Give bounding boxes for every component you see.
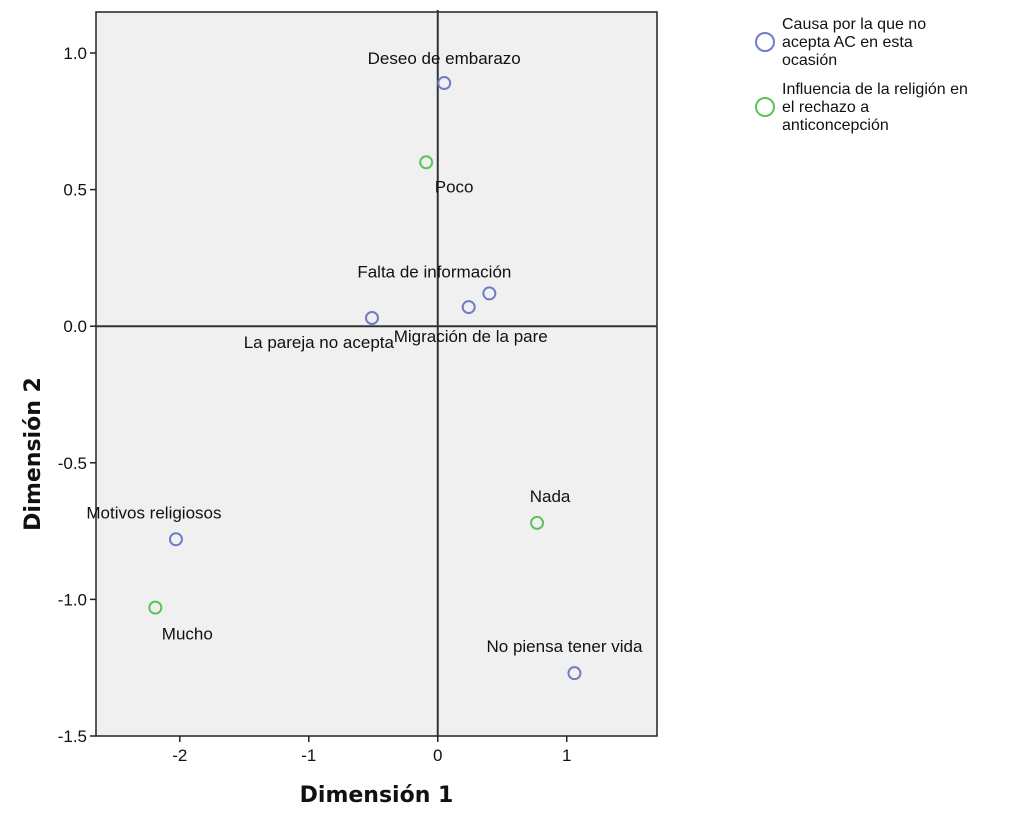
legend-label: Influencia de la religión en el rechazo a… [782, 81, 968, 134]
scatter-point [437, 76, 452, 91]
point-label: Motivos religiosos [86, 503, 221, 522]
x-tick-label: -1 [301, 746, 316, 765]
scatter-point [567, 666, 582, 681]
point-label: Poco [435, 177, 474, 196]
point-label: Deseo de embarazo [368, 49, 521, 68]
legend-marker [755, 32, 775, 52]
y-tick-label: -1.0 [58, 590, 87, 609]
scatter-point [364, 310, 379, 325]
y-tick-label: -1.5 [58, 727, 87, 746]
x-tick-label: 1 [562, 746, 571, 765]
legend: Causa por la que no acepta AC en esta ocas… [755, 16, 968, 134]
y-tick-label: -0.5 [58, 454, 87, 473]
point-label: No piensa tener vida [486, 637, 642, 656]
scatter-point [530, 515, 545, 530]
x-tick-label: -2 [172, 746, 187, 765]
point-label: Falta de información [357, 262, 511, 281]
point-label: Mucho [162, 625, 213, 644]
scatter-point [168, 532, 183, 547]
point-label: La pareja no acepta [244, 333, 395, 352]
legend-marker [755, 97, 775, 117]
scatter-point [148, 600, 163, 615]
legend-label: Causa por la que no acepta AC en esta ocas… [782, 16, 926, 69]
scatter-point [482, 286, 497, 301]
x-axis-title: Dimensión 1 [300, 783, 454, 808]
x-tick-label: 0 [433, 746, 442, 765]
y-tick-label: 0.0 [63, 317, 87, 336]
scatter-point [461, 300, 476, 315]
point-label: Nada [530, 487, 571, 506]
point-label: Migración de la pare [394, 327, 548, 346]
y-tick-label: 1.0 [63, 44, 87, 63]
y-axis-title: Dimensión 2 [21, 377, 46, 531]
plot-area [95, 11, 658, 737]
y-tick-label: 0.5 [63, 181, 87, 200]
scatter-point [419, 155, 434, 170]
